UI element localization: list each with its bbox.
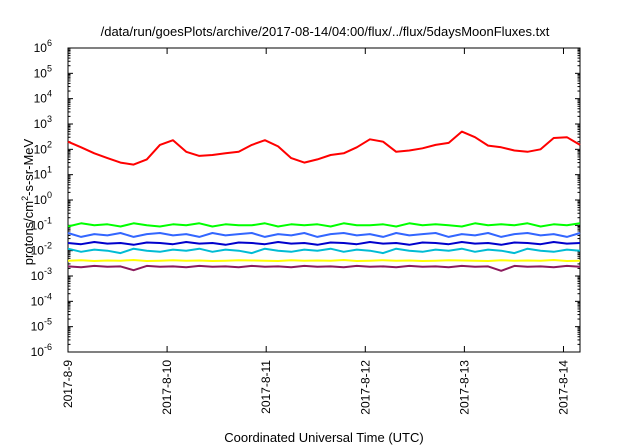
y-tick-exponent: -4 bbox=[44, 291, 52, 301]
y-axis-label: protons/cm2-s-sr-MeV bbox=[20, 138, 36, 265]
y-tick-label: 10-4 bbox=[31, 291, 52, 308]
y-tick-label: 105 bbox=[34, 63, 52, 80]
y-tick-exponent: 3 bbox=[47, 114, 52, 124]
series-lines bbox=[67, 130, 581, 272]
series-line-0 bbox=[67, 130, 581, 166]
y-tick-label: 103 bbox=[34, 114, 52, 131]
y-tick-label: 106 bbox=[34, 38, 52, 55]
y-tick-label: 10-1 bbox=[31, 215, 52, 232]
chart-title: /data/run/goesPlots/archive/2017-08-14/0… bbox=[101, 24, 550, 39]
x-axis-label: Coordinated Universal Time (UTC) bbox=[224, 430, 423, 445]
x-tick-label: 2017-8-14 bbox=[556, 360, 570, 415]
x-tick-label: 2017-8-12 bbox=[358, 360, 372, 415]
y-tick-exponent: 2 bbox=[47, 139, 52, 149]
y-tick-exponent: 5 bbox=[47, 63, 52, 73]
y-tick-label: 10-5 bbox=[31, 317, 52, 334]
x-ticks: 2017-8-9 2017-8-10 2017-8-11 2017-8-12 2017-… bbox=[61, 48, 570, 415]
y-tick-label: 101 bbox=[34, 165, 52, 182]
y-tick-exponent: -6 bbox=[44, 342, 52, 352]
y-tick-label: 10-6 bbox=[31, 342, 52, 359]
series-line-5 bbox=[67, 259, 581, 262]
series-line-3 bbox=[67, 247, 581, 255]
series-line-4 bbox=[67, 241, 581, 246]
plot-area bbox=[67, 47, 581, 353]
y-label-main: protons/cm bbox=[21, 201, 36, 265]
plot-frame bbox=[67, 47, 581, 353]
y-tick-label: 100 bbox=[34, 190, 52, 207]
series-line-2 bbox=[67, 232, 581, 238]
y-tick-label: 10-2 bbox=[31, 241, 52, 258]
y-label-rest: -s-sr-MeV bbox=[21, 138, 36, 195]
y-tick-exponent: 1 bbox=[47, 165, 52, 175]
x-tick-label: 2017-8-11 bbox=[259, 360, 273, 414]
y-tick-label: 102 bbox=[34, 139, 52, 156]
y-ticks: 10-610-510-410-310-210-11001011021031041… bbox=[31, 38, 580, 359]
y-label-sup: 2 bbox=[20, 196, 30, 201]
series-line-6 bbox=[67, 264, 581, 272]
y-tick-label: 104 bbox=[34, 89, 52, 106]
y-tick-exponent: -1 bbox=[44, 215, 52, 225]
y-tick-exponent: 4 bbox=[47, 89, 52, 99]
x-tick-label: 2017-8-9 bbox=[61, 360, 75, 408]
y-tick-label: 10-3 bbox=[31, 266, 52, 283]
y-tick-exponent: -2 bbox=[44, 241, 52, 251]
y-tick-exponent: -5 bbox=[44, 317, 52, 327]
y-tick-exponent: 6 bbox=[47, 38, 52, 48]
y-tick-exponent: 0 bbox=[47, 190, 52, 200]
svg-text:protons/cm2-s-sr-MeV: protons/cm2-s-sr-MeV bbox=[20, 138, 36, 265]
x-tick-label: 2017-8-10 bbox=[160, 360, 174, 415]
y-tick-exponent: -3 bbox=[44, 266, 52, 276]
series-line-1 bbox=[67, 222, 581, 228]
x-tick-label: 2017-8-13 bbox=[457, 360, 471, 415]
